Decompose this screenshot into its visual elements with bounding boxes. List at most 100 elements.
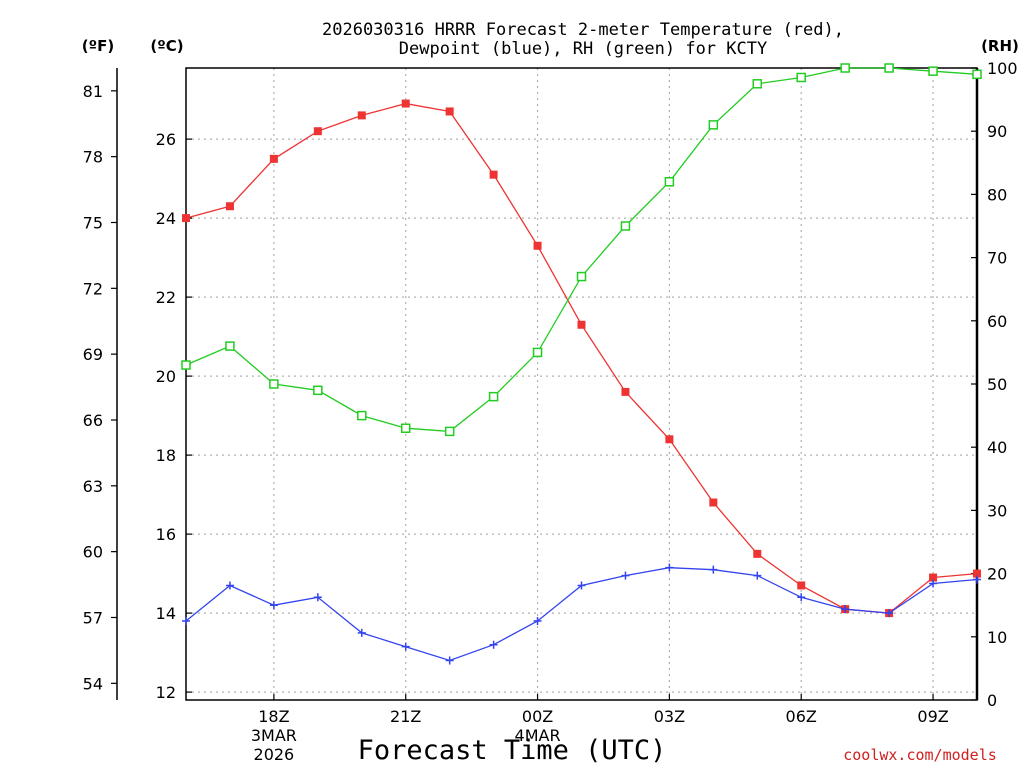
dewpoint-point — [401, 642, 410, 651]
rh-point — [928, 66, 938, 76]
fahrenheit-unit-label: (ºF) — [82, 37, 114, 55]
rh-tick-label: 60 — [987, 312, 1007, 331]
celsius-tick-label: 20 — [156, 367, 176, 386]
fahrenheit-tick-label: 60 — [83, 543, 103, 562]
x-tick-label: 00Z — [522, 707, 553, 726]
x-tick-label: 09Z — [917, 707, 948, 726]
dewpoint-point — [182, 617, 190, 625]
x-tick-label: 2026 — [254, 745, 295, 764]
rh-point — [532, 347, 543, 358]
chart-title-line1: 2026030316 HRRR Forecast 2-meter Tempera… — [322, 20, 844, 40]
temperature-point — [709, 498, 718, 507]
celsius-tick-label: 18 — [156, 446, 176, 465]
rh-point — [884, 63, 894, 73]
fahrenheit-tick-label: 69 — [83, 345, 103, 364]
dewpoint-point — [357, 628, 366, 637]
temperature-point — [973, 569, 981, 578]
temperature-point — [577, 320, 586, 329]
axes: 54 57 60 63 66 69 72 75 78 81 12 14 16 18 20 22 24 26 0 10 2… — [83, 59, 1018, 764]
rh-tick-label: 40 — [987, 438, 1007, 457]
rh-point — [400, 423, 411, 433]
temperature-point — [357, 111, 366, 120]
fahrenheit-tick-label: 72 — [83, 279, 103, 298]
dewpoint-point — [753, 571, 762, 580]
dewpoint-point — [797, 593, 806, 602]
celsius-tick-label: 16 — [156, 525, 176, 544]
rh-unit-label: (RH) — [981, 37, 1019, 55]
rh-point — [313, 385, 323, 396]
source-credit: coolwx.com/models — [843, 746, 997, 764]
fahrenheit-tick-label: 78 — [83, 148, 103, 167]
dewpoint-point — [489, 640, 498, 649]
x-tick-label: 03Z — [654, 707, 685, 726]
rh-point — [796, 72, 806, 83]
rh-point — [664, 177, 675, 187]
temperature-line — [185, 102, 978, 614]
rh-tick-label: 10 — [987, 628, 1007, 647]
rh-point — [576, 271, 587, 282]
temperature-point — [665, 435, 674, 444]
x-tick-label: 21Z — [390, 707, 421, 726]
temperature-point — [797, 581, 806, 590]
x-axis-title: Forecast Time (UTC) — [358, 735, 667, 766]
fahrenheit-tick-label: 54 — [83, 674, 103, 693]
series-layer — [181, 63, 982, 665]
dewpoint-point — [313, 593, 322, 602]
celsius-tick-label: 14 — [156, 604, 176, 623]
x-tick-label: 18Z — [258, 707, 289, 726]
celsius-tick-label: 24 — [156, 209, 176, 228]
fahrenheit-tick-label: 81 — [83, 82, 103, 101]
rh-tick-label: 50 — [987, 375, 1007, 394]
rh-point — [840, 63, 850, 73]
rh-point — [444, 426, 455, 437]
dewpoint-point — [929, 579, 938, 588]
rh-tick-label: 70 — [987, 249, 1007, 268]
fahrenheit-tick-label: 57 — [83, 608, 103, 627]
temperature-point — [269, 154, 278, 163]
celsius-tick-label: 12 — [156, 683, 176, 702]
dewpoint-point — [533, 617, 542, 625]
celsius-unit-label: (ºC) — [150, 37, 183, 55]
rh-tick-label: 90 — [987, 122, 1007, 141]
dewpoint-point — [225, 581, 234, 590]
dewpoint-point — [841, 605, 850, 614]
temperature-point — [225, 202, 234, 211]
dewpoint-point — [885, 609, 894, 618]
dewpoint-point — [445, 656, 454, 665]
temperature-point — [753, 549, 762, 558]
rh-point — [752, 79, 763, 89]
temperature-point — [313, 127, 322, 136]
temperature-point — [182, 214, 190, 223]
rh-point — [225, 341, 235, 351]
rh-point — [357, 410, 367, 421]
rh-point — [708, 120, 719, 130]
rh-line — [185, 67, 978, 433]
fahrenheit-tick-label: 75 — [83, 213, 103, 232]
temperature-point — [929, 573, 938, 582]
rh-tick-label: 80 — [987, 185, 1007, 204]
x-tick-label: 4MAR — [515, 726, 561, 745]
temperature-point — [489, 170, 498, 179]
dewpoint-point — [973, 575, 981, 584]
grid — [186, 68, 977, 700]
temperature-point — [401, 99, 410, 108]
plot-frame — [185, 67, 978, 701]
fahrenheit-tick-label: 66 — [83, 411, 103, 430]
dewpoint-point — [269, 601, 278, 610]
temperature-point — [445, 107, 454, 116]
temperature-point — [533, 241, 542, 250]
x-tick-label: 06Z — [786, 707, 817, 726]
rh-point — [181, 360, 191, 370]
rh-point — [972, 69, 982, 80]
rh-tick-label: 100 — [987, 59, 1018, 78]
rh-point — [269, 379, 279, 389]
rh-tick-label: 0 — [987, 691, 997, 710]
chart-title-line2: Dewpoint (blue), RH (green) for KCTY — [399, 39, 767, 59]
dewpoint-point — [665, 563, 674, 572]
celsius-tick-label: 26 — [156, 130, 176, 149]
dewpoint-point — [577, 581, 586, 590]
rh-point — [488, 391, 499, 402]
rh-tick-label: 30 — [987, 501, 1007, 520]
fahrenheit-tick-label: 63 — [83, 477, 103, 496]
